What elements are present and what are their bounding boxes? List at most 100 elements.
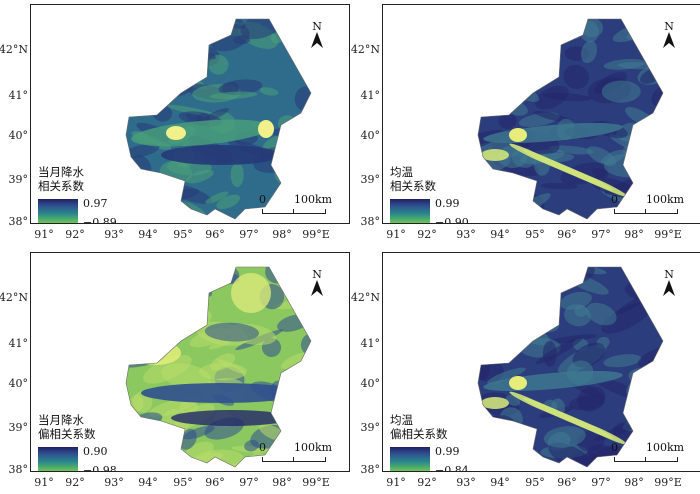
study-area-map [125, 266, 312, 468]
lon-tick-label: 98° [272, 476, 292, 489]
lat-tick-label: 40° [360, 129, 381, 142]
north-label: N [312, 20, 322, 33]
lon-tick-label: 94° [490, 228, 510, 241]
lat-tick-label: 42°N [0, 291, 28, 304]
lon-tick-label: 98° [624, 476, 644, 489]
map-frame: N 当月降水 相关系数 0.97 −0.89 0 100km [30, 4, 350, 224]
lon-tick-label: 96° [557, 476, 577, 489]
lon-tick-label: 91° [34, 228, 54, 241]
lon-tick-label: 91° [386, 476, 406, 489]
lat-tick-label: 40° [8, 129, 29, 142]
north-label: N [312, 268, 322, 281]
lat-tick-label: 38° [360, 463, 381, 476]
north-arrow-icon: N [310, 269, 324, 297]
study-area-map [477, 266, 664, 468]
legend-title-line1: 均温 [390, 165, 413, 179]
lon-tick-label: 98° [624, 228, 644, 241]
legend-max-value: 0.99 [435, 445, 460, 458]
scale-bar [262, 457, 326, 462]
north-arrow-icon: N [310, 21, 324, 49]
lon-tick-label: 92° [65, 228, 85, 241]
lon-tick-label: 97° [239, 228, 259, 241]
lon-tick-label: 99°E [654, 476, 682, 489]
scale-end-label: 100km [646, 441, 685, 454]
lon-tick-label: 99°E [302, 228, 330, 241]
lon-tick-label: 94° [138, 476, 158, 489]
scale-bar-mid-tick [645, 209, 646, 213]
lon-tick-label: 93° [456, 476, 476, 489]
lat-tick-label: 38° [8, 463, 29, 476]
legend-max-value: 0.97 [83, 197, 108, 210]
lat-tick-label: 41° [8, 337, 29, 350]
scale-end-label: 100km [294, 441, 333, 454]
scale-bar [614, 457, 678, 462]
map-panel-1: 42°N 41° 40° 39° 38° N 当月降水 相关系数 0.97 −0.89 0 100k… [0, 0, 350, 246]
scale-bar-mid-tick [293, 209, 294, 213]
north-label: N [664, 20, 674, 33]
lat-tick-label: 40° [8, 377, 29, 390]
lon-tick-label: 91° [386, 228, 406, 241]
legend-title-line2: 偏相关系数 [390, 427, 448, 441]
lon-tick-label: 93° [104, 476, 124, 489]
lon-tick-label: 96° [205, 228, 225, 241]
legend-title-line2: 相关系数 [390, 179, 436, 193]
legend-min-value: −0.90 [435, 216, 469, 224]
lon-tick-label: 97° [239, 476, 259, 489]
legend-title-line2: 偏相关系数 [38, 427, 96, 441]
lat-tick-label: 41° [8, 89, 29, 102]
study-area-map [477, 18, 664, 220]
legend-title-line2: 相关系数 [38, 179, 84, 193]
legend-title: 均温 相关系数 [390, 165, 436, 193]
lat-tick-label: 38° [360, 215, 381, 228]
scale-zero-label: 0 [259, 441, 266, 454]
lat-tick-label: 39° [360, 173, 381, 186]
scale-zero-label: 0 [611, 441, 618, 454]
legend-title-line1: 均温 [390, 413, 413, 427]
legend-min-value: −0.89 [83, 216, 117, 224]
lon-tick-label: 96° [557, 228, 577, 241]
lon-tick-label: 95° [525, 476, 545, 489]
lat-tick-label: 41° [360, 89, 381, 102]
scale-bar-mid-tick [645, 457, 646, 461]
scale-end-label: 100km [294, 193, 333, 206]
legend-title: 均温 偏相关系数 [390, 413, 448, 441]
lat-tick-label: 39° [8, 173, 29, 186]
legend-max-value: 0.90 [83, 445, 108, 458]
map-panel-4: 42°N 41° 40° 39° 38° N 均温 偏相关系数 0.99 −0.84 0 100km… [351, 248, 700, 494]
legend-min-value: −0.84 [435, 464, 469, 472]
lon-tick-label: 95° [173, 228, 193, 241]
lat-tick-label: 42°N [350, 291, 380, 304]
lat-tick-label: 42°N [0, 43, 28, 56]
lon-tick-label: 99°E [302, 476, 330, 489]
lon-tick-label: 92° [417, 228, 437, 241]
legend-min-value: −0.98 [83, 464, 117, 472]
lon-tick-label: 95° [525, 228, 545, 241]
lat-tick-label: 38° [8, 215, 29, 228]
color-ramp-legend [38, 447, 78, 471]
legend-title: 当月降水 偏相关系数 [38, 413, 96, 441]
lon-tick-label: 91° [34, 476, 54, 489]
map-frame: N 均温 偏相关系数 0.99 −0.84 0 100km [382, 252, 700, 472]
lon-tick-label: 99°E [654, 228, 682, 241]
map-panel-3: 42°N 41° 40° 39° 38° N 当月降水 偏相关系数 0.90 −0.98 0 100… [0, 248, 350, 494]
study-area-map [125, 18, 312, 220]
legend-title-line1: 当月降水 [38, 413, 84, 427]
lon-tick-label: 96° [205, 476, 225, 489]
lon-tick-label: 98° [272, 228, 292, 241]
lat-tick-label: 39° [360, 421, 381, 434]
lat-tick-label: 39° [8, 421, 29, 434]
legend-title-line1: 当月降水 [38, 165, 84, 179]
lon-tick-label: 93° [104, 228, 124, 241]
lon-tick-label: 92° [65, 476, 85, 489]
lon-tick-label: 94° [490, 476, 510, 489]
scale-zero-label: 0 [259, 193, 266, 206]
lat-tick-label: 41° [360, 337, 381, 350]
scale-bar [262, 209, 326, 214]
map-frame: N 当月降水 偏相关系数 0.90 −0.98 0 100km [30, 252, 350, 472]
north-arrow-icon: N [662, 21, 676, 49]
scale-bar-mid-tick [293, 457, 294, 461]
map-frame: N 均温 相关系数 0.99 −0.90 0 100km [382, 4, 700, 224]
scale-bar [614, 209, 678, 214]
lon-tick-label: 92° [417, 476, 437, 489]
lat-tick-label: 42°N [350, 43, 380, 56]
